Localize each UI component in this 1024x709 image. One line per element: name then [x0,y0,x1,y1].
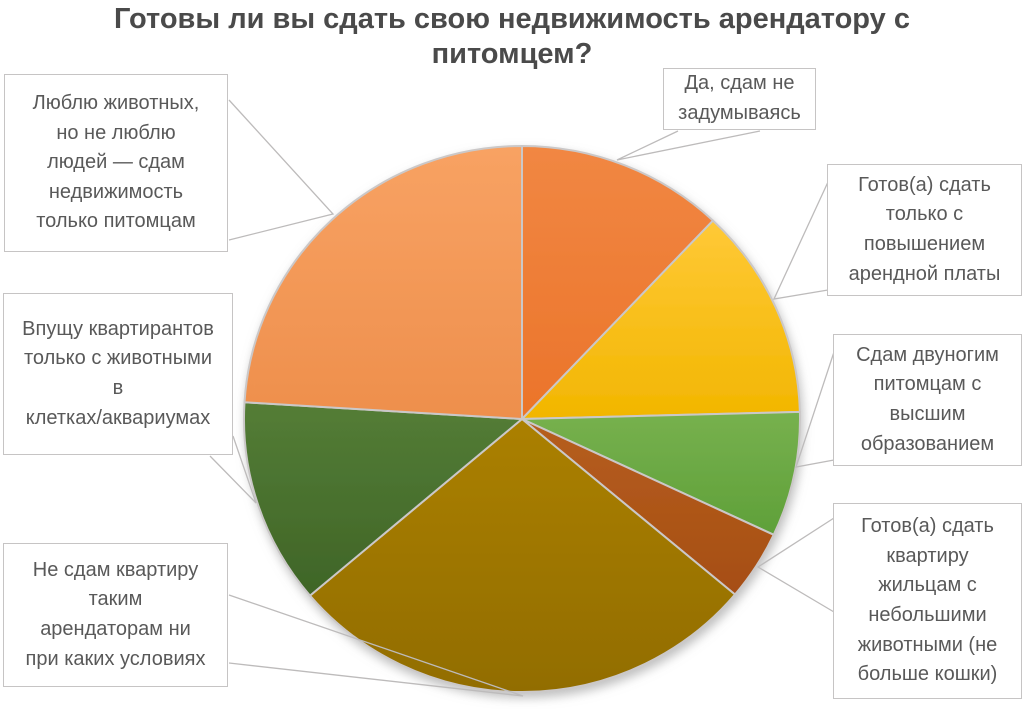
pie-slice-2 [521,410,801,536]
leader-line-4 [756,517,835,613]
leader-line-1 [616,130,761,161]
chart-title-text: Готовы ли вы сдать свою недвижимость аре… [114,3,910,71]
leader-line-3 [795,351,835,468]
pie-slice-0 [521,145,714,420]
callout-only-with-rent-increase: Готов(а) сдать только с повышением аренд… [827,164,1022,296]
leader-line-5 [209,435,257,504]
callout-never-under-any-conditions: Не сдам квартиру таким арендаторам ни пр… [3,543,228,687]
callout-love-animals-not-people: Люблю животных, но не люблю людей — сдам… [4,74,228,252]
chart-title: Готовы ли вы сдать свою недвижимость аре… [0,2,1024,73]
pie-slice-1 [521,219,801,420]
pie-slice-6 [243,145,523,420]
callout-only-caged-aquarium-animals: Впущу квартирантов только с животными в … [3,293,233,455]
pie-slice-4 [309,418,736,693]
leader-line-0 [228,99,335,241]
pie-slice-5 [243,401,523,597]
leader-line-6 [228,594,524,697]
callout-yes-without-hesitation: Да, сдам не задумываясь [663,68,816,130]
callout-small-animals-no-bigger-than-cat: Готов(а) сдать квартиру жильцам с неболь… [833,503,1022,699]
leader-line-2 [772,181,829,300]
callout-two-legged-pets-higher-education: Сдам двуногим питомцам с высшим образова… [833,334,1022,466]
